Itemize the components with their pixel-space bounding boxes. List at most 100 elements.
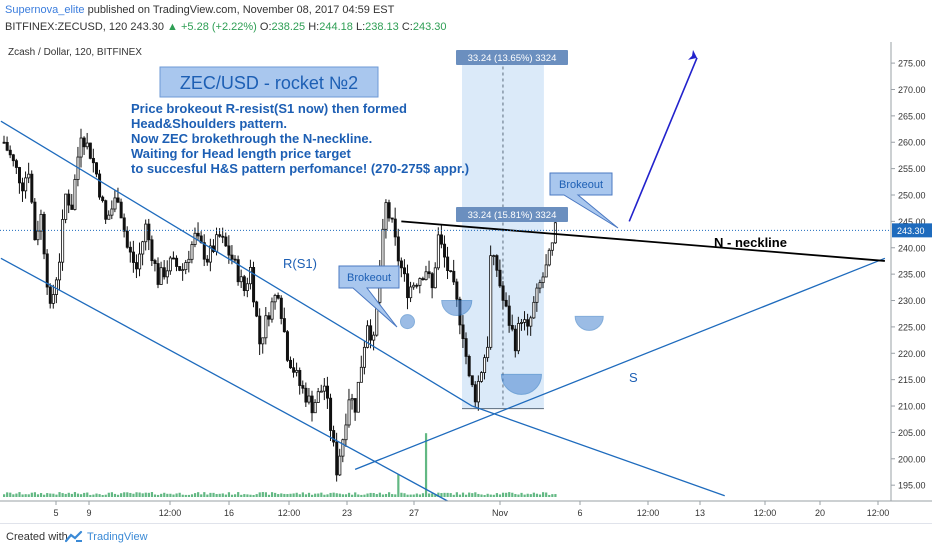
candle-body	[208, 245, 212, 263]
volume-bar	[163, 492, 166, 497]
candle-body	[215, 234, 219, 252]
volume-bar	[203, 492, 206, 497]
candle-body	[282, 318, 286, 333]
note-line: Now ZEC brokethrough the N-neckline.	[131, 131, 372, 146]
pane-title: Zcash / Dollar, 120, BITFINEX	[8, 47, 142, 58]
candle-body	[427, 271, 431, 275]
volume-bar	[542, 492, 545, 497]
candle-body	[270, 301, 274, 320]
volume-bar	[554, 494, 557, 497]
candle-body	[156, 263, 160, 285]
candle-body	[54, 279, 58, 295]
volume-bar	[431, 493, 434, 497]
candle-body	[79, 137, 83, 158]
volume-bar	[449, 493, 452, 497]
candle-body	[347, 399, 351, 426]
candle-body	[335, 441, 339, 476]
candle-body	[36, 230, 40, 241]
note-line: to succesful H&S pattern perfomance! (27…	[131, 161, 469, 176]
candle-body	[70, 204, 74, 210]
time-tick-label: Nov	[492, 508, 509, 518]
publish-header: Supernova_elite published on TradingView…	[0, 0, 932, 42]
volume-bar	[375, 494, 378, 497]
volume-bar	[486, 493, 489, 497]
candle-body	[452, 270, 456, 283]
tradingview-logo-icon[interactable]	[65, 530, 83, 544]
author-link[interactable]: Supernova_elite	[5, 4, 85, 16]
candle-body	[8, 149, 12, 156]
volume-bar	[421, 493, 425, 497]
candle-body	[144, 223, 148, 243]
drawing-layer	[0, 49, 891, 502]
chart-area[interactable]: Zcash / Dollar, 120, BITFINEX 195.00 200.…	[0, 42, 932, 523]
volume-bar	[280, 493, 283, 497]
volume-bar	[43, 494, 46, 497]
tradingview-brand[interactable]: TradingView	[87, 531, 148, 543]
candle-body	[541, 276, 545, 284]
volume-bar	[107, 492, 110, 497]
volume-bar	[206, 494, 209, 497]
volume-bar	[317, 493, 320, 497]
candle-body	[261, 337, 265, 345]
volume-bar	[39, 493, 43, 497]
time-tick-label: 12:00	[754, 508, 777, 518]
volume-bar	[341, 494, 344, 497]
candle-body	[406, 273, 410, 299]
volume-bar	[307, 492, 311, 497]
time-tick-label: 5	[53, 508, 58, 518]
candle-body	[255, 301, 259, 317]
neckline-label: N - neckline	[714, 235, 787, 250]
candle-body	[171, 257, 175, 260]
candle-body	[292, 367, 296, 373]
candle-body	[190, 244, 194, 260]
breakout-callout-left-bubble	[338, 265, 400, 328]
candle-body	[122, 217, 126, 232]
volume-bar	[187, 494, 190, 497]
head-bowl	[500, 373, 542, 395]
candle-body	[125, 230, 129, 248]
volume-bar	[403, 493, 406, 497]
volume-bar	[412, 494, 415, 497]
candle-body	[224, 236, 228, 247]
created-with-text: Created with	[6, 531, 68, 543]
candle-body	[42, 213, 46, 255]
volume-bar	[446, 492, 449, 497]
volume-bar	[329, 492, 332, 497]
volume-bar	[70, 493, 73, 497]
candle-body	[439, 234, 443, 245]
price-tick-label: 265.00	[898, 111, 926, 121]
symbol-label: BITFINEX:ZECUSD, 120	[5, 21, 128, 33]
volume-bar	[110, 492, 113, 497]
note-line: Price brokeout R-resist(S1 now) then for…	[131, 101, 407, 116]
candle-body	[245, 283, 249, 291]
candle-body	[529, 317, 533, 327]
price-tick-label: 240.00	[898, 243, 926, 253]
candle-body	[455, 281, 459, 300]
candle-body	[325, 385, 329, 399]
candle-body	[11, 154, 15, 162]
volume-bar	[132, 493, 135, 497]
candle-body	[27, 173, 31, 179]
candle-body	[21, 182, 25, 192]
volume-bar	[274, 492, 277, 497]
volume-bar	[3, 494, 6, 497]
candle-body	[298, 370, 302, 386]
volume-bar	[116, 494, 120, 497]
volume-bar	[246, 494, 249, 497]
title-box	[159, 66, 379, 98]
volume-bar	[344, 494, 348, 497]
candle-body	[110, 208, 114, 216]
publish-line: Supernova_elite published on TradingView…	[5, 4, 394, 16]
footer: Created with TradingView	[0, 523, 932, 551]
volume-bar	[237, 492, 240, 497]
ohlc-low-label: L:	[355, 21, 366, 33]
volume-bar	[474, 492, 477, 497]
candle-body	[242, 276, 246, 291]
price-tick-label: 235.00	[898, 270, 926, 280]
note-line: Waiting for Head length price target	[131, 146, 351, 161]
volume-bar	[397, 474, 400, 497]
volume-bar	[98, 494, 101, 497]
volume-bar	[409, 494, 412, 497]
candle-body	[467, 355, 471, 377]
price-chart[interactable]: Zcash / Dollar, 120, BITFINEX 195.00 200.…	[0, 42, 932, 523]
